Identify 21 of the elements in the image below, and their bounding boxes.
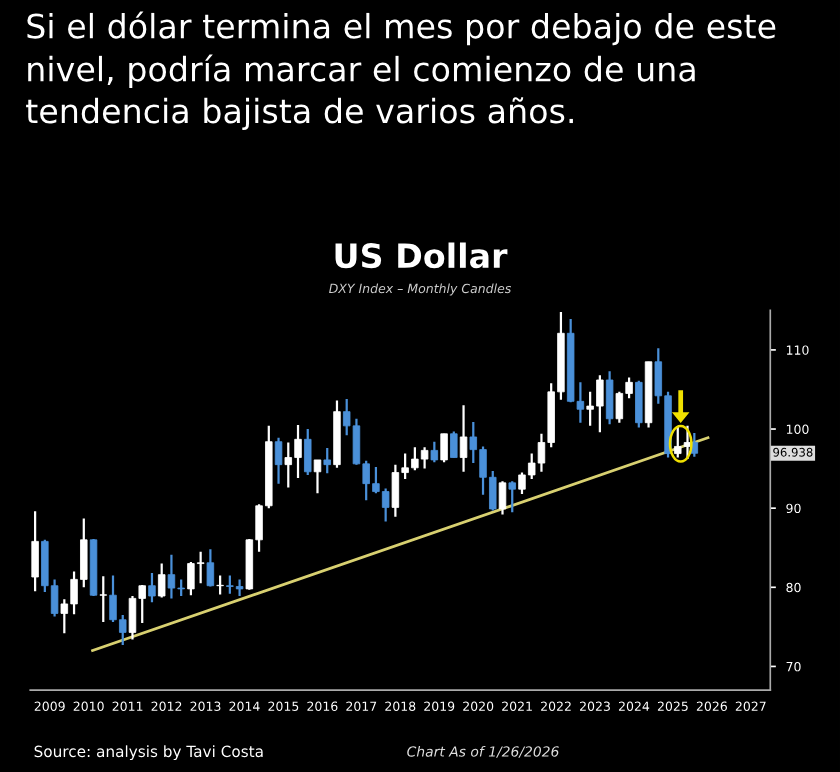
candlestick (157, 562, 166, 599)
candlestick (274, 436, 283, 485)
candlestick (216, 574, 224, 596)
candlestick (31, 510, 39, 593)
chart-subtitle: US Dollar (335, 242, 508, 269)
candlestick (148, 571, 156, 604)
candlestick (450, 430, 458, 459)
candlestick (313, 458, 322, 495)
candlestick (430, 440, 439, 464)
chart-title: Si el dólar termina el mes por debajo de este nivel, podría marcar el comienzo de una tendencia bajista de varios años. (26, 11, 776, 130)
candlestick (605, 370, 614, 426)
candlestick (498, 480, 507, 516)
candlestick (323, 446, 331, 475)
candlestick (304, 427, 312, 477)
candlestick (440, 432, 448, 464)
candlestick (635, 379, 643, 429)
candlestick (674, 425, 682, 459)
candlestick (206, 548, 215, 588)
candlestick (508, 480, 516, 514)
candlestick (99, 575, 107, 624)
candlestick (459, 404, 468, 473)
